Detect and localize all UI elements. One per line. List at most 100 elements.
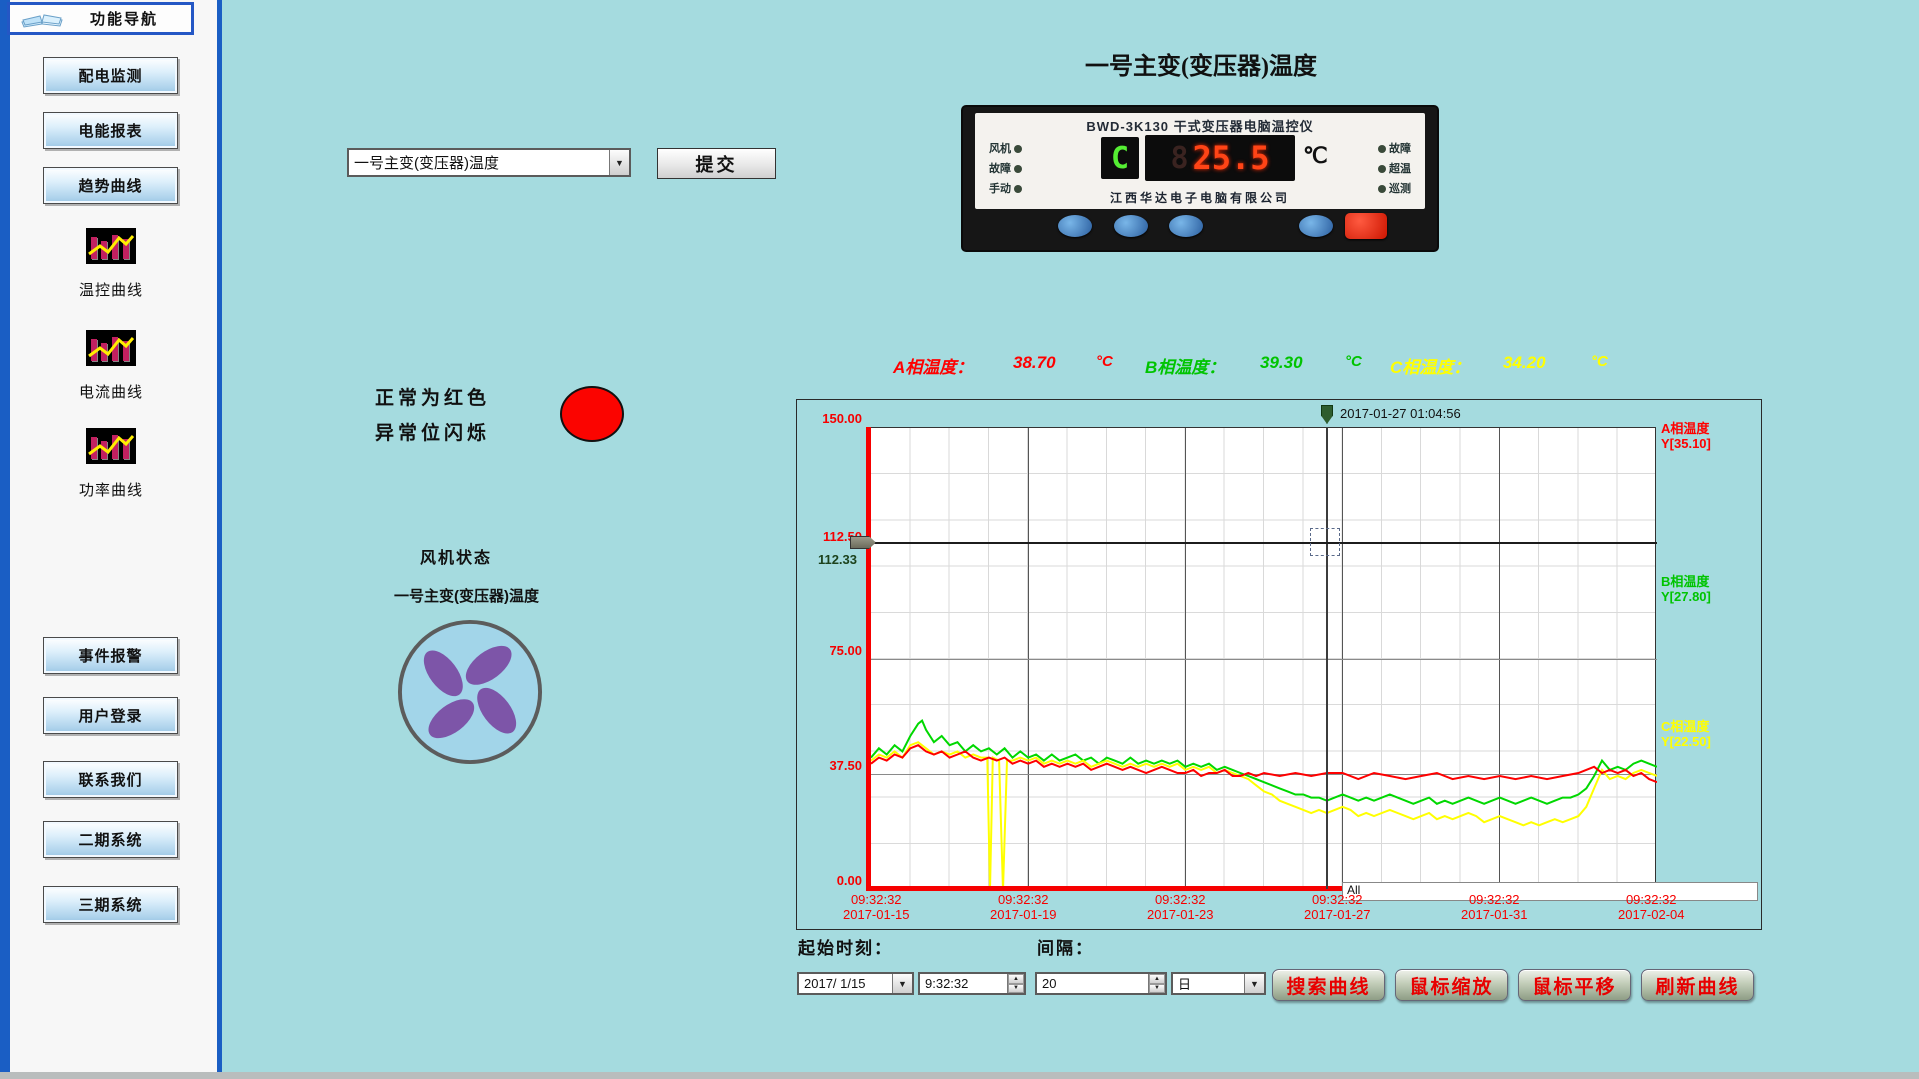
phase-b-label: B相温度： [1145,358,1226,377]
chart-plot-area[interactable] [870,427,1657,890]
spinner-buttons[interactable]: ▲ ▼ [1148,974,1165,993]
sidebar-item-energy-report[interactable]: 电能报表 [43,112,178,149]
spin-up-icon: ▲ [1149,974,1165,984]
sidebar-item-user-login[interactable]: 用户登录 [43,697,178,734]
phase-b-value: 39.30 [1260,353,1303,372]
mouse-zoom-button[interactable]: 鼠标缩放 [1395,969,1508,1001]
sidebar-item-label: 功率曲线 [78,482,143,499]
phase-c-unit: °C [1591,353,1608,370]
device-reset-button [1345,213,1387,239]
time-cursor-pin-icon[interactable] [1321,405,1333,424]
phase-c-label: C相温度： [1390,358,1471,377]
led-icon [1014,165,1023,174]
start-time-spinner[interactable]: 9:32:32 ▲ ▼ [918,972,1026,995]
phase-c-value: 34.20 [1503,353,1546,372]
sidebar-right-border [217,0,222,1079]
x-tick: 09:32:32 2017-01-19 [990,892,1057,922]
chevron-down-icon[interactable]: ▼ [1244,974,1264,993]
sidebar-header: 功能导航 [7,2,194,35]
celsius-unit-label: ℃ [1303,143,1328,168]
led-icon [1377,165,1386,174]
sidebar-title: 功能导航 [90,11,159,28]
device-button [1299,215,1333,237]
search-curve-button[interactable]: 搜索曲线 [1272,969,1385,1001]
phase-a-value: 38.70 [1013,353,1056,372]
sidebar-item-current-curve[interactable]: 电流曲线 [0,330,222,402]
interval-unit-select[interactable]: 日 ▼ [1171,972,1266,995]
sidebar: 功能导航 配电监测 电能报表 趋势曲线 温控曲线 [0,0,222,1079]
sidebar-item-temp-curve[interactable]: 温控曲线 [0,228,222,300]
y-tick-0: 0.00 [836,873,862,888]
x-tick: 09:32:32 2017-01-15 [843,892,910,922]
temp-curve-chart-icon [86,228,136,264]
sidebar-item-event-alarm[interactable]: 事件报警 [43,637,178,674]
led-icon [1377,185,1386,194]
controller-model-label: BWD-3K130 干式变压器电脑温控仪 [1086,119,1314,134]
power-curve-chart-icon [86,428,136,464]
start-date-picker[interactable]: 2017/ 1/15 ▼ [797,972,914,995]
legend-phase-b: B相温度 Y[27.80] [1661,574,1711,604]
led-icon [1014,145,1023,154]
led-icon [1377,145,1386,154]
interval-spinner[interactable]: 20 ▲ ▼ [1035,972,1167,995]
fan-status-title: 风机状态 [420,550,493,567]
interval-unit-value: 日 [1178,977,1192,992]
trend-curves [871,718,1657,890]
start-date-value: 2017/ 1/15 [804,976,866,991]
submit-button[interactable]: 提交 [657,148,776,179]
y-tick-37: 37.50 [829,758,862,773]
sidebar-left-border [0,0,10,1079]
range-selector[interactable]: All [1342,882,1758,901]
spin-up-icon: ▲ [1008,974,1024,984]
mouse-pan-button[interactable]: 鼠标平移 [1518,969,1631,1001]
sidebar-item-power-monitor[interactable]: 配电监测 [43,57,178,94]
phase-a-unit: °C [1096,353,1113,370]
current-curve-chart-icon [86,330,136,366]
device-button [1058,215,1092,237]
spinner-buttons[interactable]: ▲ ▼ [1007,974,1024,993]
value-cursor-handle-icon[interactable] [850,536,876,549]
sidebar-item-trend-curve[interactable]: 趋势曲线 [43,167,178,204]
legend-phase-a: A相温度 Y[35.10] [1661,421,1711,451]
x-tick: 09:32:32 2017-02-04 [1618,892,1685,922]
device-button [1169,215,1203,237]
value-cursor-line[interactable] [871,542,1657,544]
y-tick-75: 75.00 [829,643,862,658]
phase-a-label: A相温度： [893,358,974,377]
sidebar-item-label: 电流曲线 [78,384,143,401]
interval-value: 20 [1042,976,1057,991]
device-button [1114,215,1148,237]
book-icon [20,4,64,33]
y-tick-150: 150.00 [822,411,862,426]
chevron-down-icon[interactable]: ▼ [609,150,629,175]
trend-chart-panel: 150.00 112.50 75.00 37.50 0.00 112.33 20… [796,399,1762,930]
window-bottom-edge [0,1072,1919,1079]
x-axis [866,886,1657,891]
cursor-timestamp: 2017-01-27 01:04:56 [1340,406,1461,421]
channel-display: C [1101,137,1139,179]
spin-down-icon: ▼ [1149,983,1165,993]
start-time-label: 起始时刻： [798,939,893,958]
fan-icon [396,618,544,766]
curve-select[interactable]: 一号主变(变压器)温度 ▼ [347,148,631,177]
x-tick: 09:32:32 2017-01-23 [1147,892,1214,922]
temperature-controller-photo: BWD-3K130 干式变压器电脑温控仪 风机 故障 手动 故障 超温 巡测 C… [963,107,1437,250]
temperature-display: 8 25.5 [1145,135,1295,181]
refresh-curve-button[interactable]: 刷新曲线 [1641,969,1754,1001]
fan-status-subtitle: 一号主变(变压器)温度 [394,588,539,605]
curve-select-value: 一号主变(变压器)温度 [354,155,499,172]
controller-right-leds: 故障 超温 巡测 [1377,139,1411,199]
sidebar-item-phase2-system[interactable]: 二期系统 [43,821,178,858]
status-note-line2: 异常位闪烁 [375,423,491,444]
time-cursor-line[interactable] [1326,427,1328,889]
gridline [871,774,1657,775]
sidebar-item-power-curve[interactable]: 功率曲线 [0,428,222,500]
chevron-down-icon[interactable]: ▼ [892,974,912,993]
sidebar-item-label: 温控曲线 [78,282,143,299]
sidebar-item-phase3-system[interactable]: 三期系统 [43,886,178,923]
start-time-value: 9:32:32 [925,976,969,991]
controller-faceplate: BWD-3K130 干式变压器电脑温控仪 风机 故障 手动 故障 超温 巡测 C… [975,113,1425,209]
x-tick: 09:32:32 2017-01-27 [1304,892,1371,922]
sidebar-item-contact-us[interactable]: 联系我们 [43,761,178,798]
